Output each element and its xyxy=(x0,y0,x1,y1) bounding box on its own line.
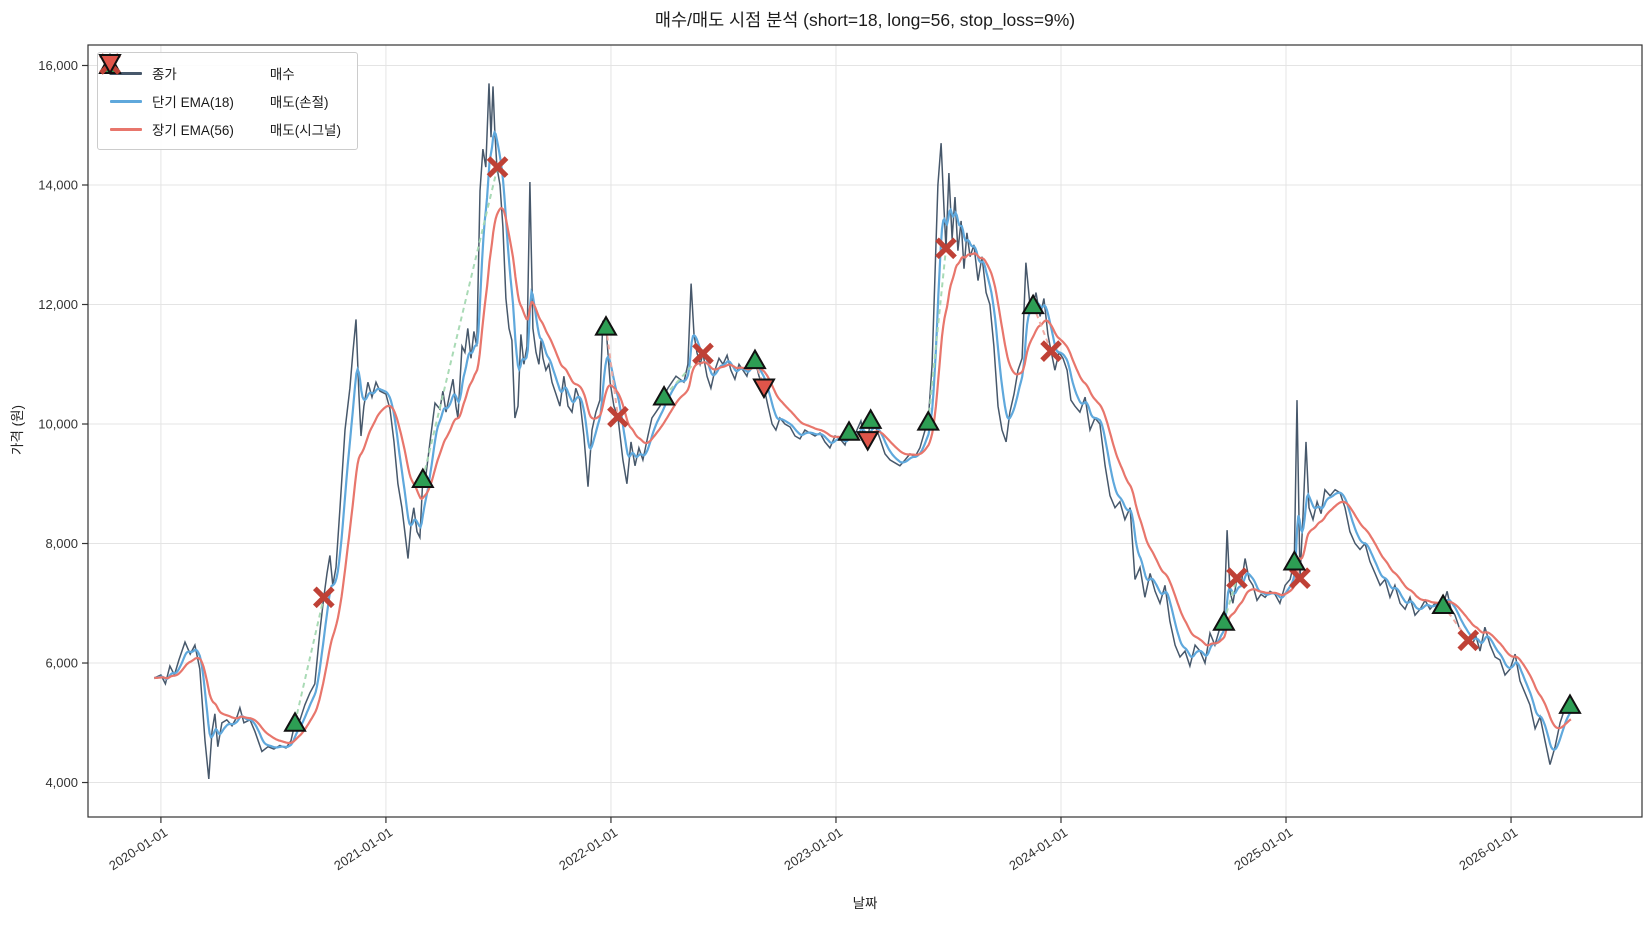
stop-loss-marker xyxy=(692,342,714,365)
stop-loss-marker xyxy=(486,156,509,178)
buy-marker xyxy=(1431,593,1455,615)
legend-item-ema-short: 단기 EMA(18) xyxy=(110,90,234,112)
legend-item-signal-sell: 매도(시그널) xyxy=(98,54,341,140)
stop-loss-marker xyxy=(935,237,957,260)
stop-loss-marker xyxy=(1457,629,1480,652)
buy-marker xyxy=(1021,293,1045,315)
y-tick-label: 14,000 xyxy=(38,177,78,192)
stop-loss-marker xyxy=(1040,340,1062,362)
buy-marker xyxy=(858,408,883,429)
close-line-swatch xyxy=(110,71,142,75)
x-tick-label: 2026-01-01 xyxy=(1456,824,1520,873)
legend-label-stop-loss: 매도(손절) xyxy=(269,95,329,110)
stop-loss-marker xyxy=(312,586,335,609)
ema-short-line xyxy=(154,129,1572,751)
signal-sell-marker xyxy=(855,431,880,452)
trade-connector-win xyxy=(421,166,499,480)
legend-item-close: 종가 xyxy=(110,62,234,84)
y-tick-label: 10,000 xyxy=(38,417,78,432)
trade-connector-loss xyxy=(605,326,619,417)
trade-connector-win xyxy=(927,248,948,422)
x-tick-label: 2025-01-01 xyxy=(1231,824,1295,873)
ema-short-line-swatch xyxy=(110,99,142,103)
trade-connector-win xyxy=(1222,577,1238,623)
buy-marker xyxy=(652,385,676,406)
x-tick-label: 2022-01-01 xyxy=(556,824,620,873)
plot-border xyxy=(87,44,1643,818)
legend-label-ema-short: 단기 EMA(18) xyxy=(152,95,234,110)
y-tick-label: 8,000 xyxy=(45,536,78,551)
trade-connector-win xyxy=(294,597,325,723)
ema-long-line-swatch xyxy=(110,127,142,131)
buy-marker xyxy=(283,711,307,732)
x-tick-label: 2021-01-01 xyxy=(331,824,395,873)
y-axis-label: 가격 (원) xyxy=(10,404,25,456)
legend-item-buy: 매수 xyxy=(98,53,341,84)
stop-loss-marker xyxy=(1289,567,1311,590)
buy-marker xyxy=(411,467,435,488)
signal-sell-marker-icon xyxy=(98,54,122,75)
legend-label-close: 종가 xyxy=(152,67,177,82)
legend-label-ema-long: 장기 EMA(56) xyxy=(152,123,234,138)
legend-lines-column: 종가 단기 EMA(18) 장기 EMA(56) xyxy=(110,62,234,140)
buy-marker xyxy=(1212,610,1236,631)
x-axis-label: 날짜 xyxy=(852,896,878,911)
x-tick-label: 2020-01-01 xyxy=(106,824,170,873)
y-tick-label: 12,000 xyxy=(38,297,78,312)
legend-item-stop-loss: 매도(손절) xyxy=(99,53,341,112)
stop-loss-marker xyxy=(607,406,629,428)
legend-item-ema-long: 장기 EMA(56) xyxy=(110,118,234,140)
legend-markers-column: 매수 매도(손절) 매도(시그널) xyxy=(98,53,341,140)
buy-marker xyxy=(916,410,940,431)
chart-title: 매수/매도 시점 분석 (short=18, long=56, stop_los… xyxy=(654,10,1076,30)
buy-marker xyxy=(594,315,618,336)
close-price-line xyxy=(153,83,1573,779)
y-tick-label: 4,000 xyxy=(45,775,78,790)
legend-label-buy: 매수 xyxy=(269,67,295,82)
legend: 종가 단기 EMA(18) 장기 EMA(56) 매수 xyxy=(97,52,358,150)
signal-sell-marker xyxy=(752,378,776,400)
stop-loss-marker xyxy=(1226,567,1248,590)
buy-marker xyxy=(1558,693,1582,714)
y-tick-label: 16,000 xyxy=(38,58,78,73)
x-tick-label: 2024-01-01 xyxy=(1006,824,1070,873)
buy-marker xyxy=(1282,549,1307,571)
y-tick-label: 6,000 xyxy=(45,656,78,671)
x-tick-label: 2023-01-01 xyxy=(781,824,845,873)
buy-marker xyxy=(743,348,767,370)
legend-label-signal-sell: 매도(시그널) xyxy=(269,123,341,138)
buy-marker xyxy=(837,420,861,441)
